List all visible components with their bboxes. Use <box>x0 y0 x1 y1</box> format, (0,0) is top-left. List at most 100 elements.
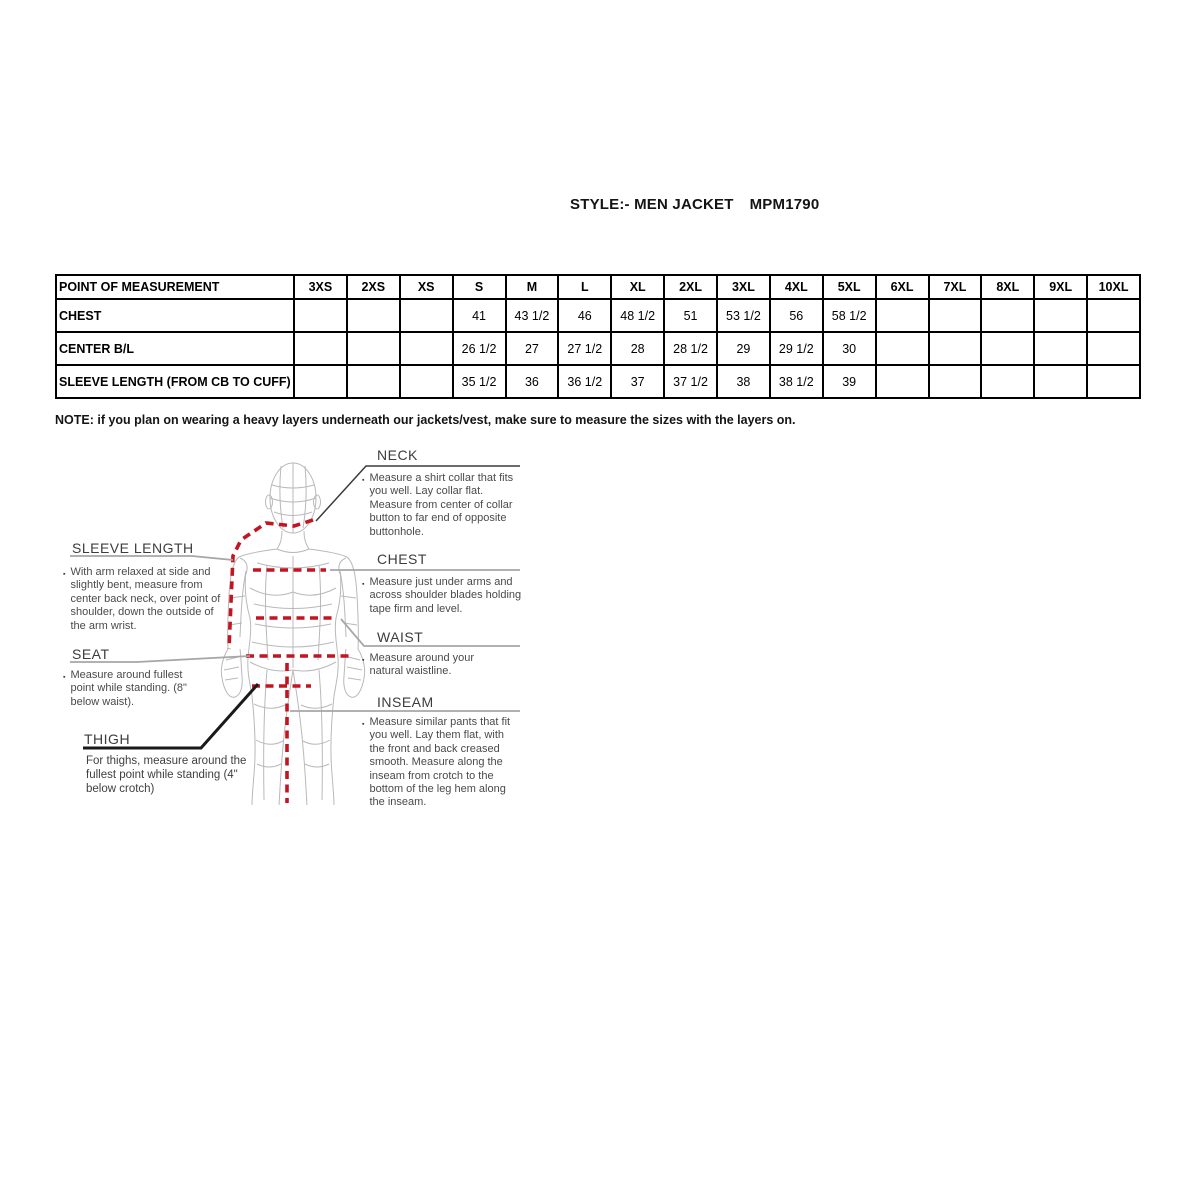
seat-label: SEAT <box>72 646 110 662</box>
table-row: CHEST 41 43 1/2 46 48 1/2 51 53 1/2 56 58 1/2 <box>55 298 1141 333</box>
size-value-cell: 38 1/2 <box>768 364 824 399</box>
size-column-header: XL <box>610 274 666 300</box>
row-label: CHEST <box>55 298 295 333</box>
row-label: SLEEVE LENGTH (FROM CB TO CUFF) <box>55 364 295 399</box>
size-chart: POINT OF MEASUREMENT 3XS 2XS XS S M L XL 2XL 3XL 4… <box>55 274 1141 399</box>
size-value-cell <box>345 364 401 399</box>
size-column-header: L <box>557 274 613 300</box>
size-column-header: M <box>504 274 560 300</box>
size-value-cell <box>345 298 401 333</box>
size-value-cell: 27 1/2 <box>557 331 613 366</box>
size-column-header: 9XL <box>1033 274 1089 300</box>
size-value-cell <box>1033 364 1089 399</box>
size-column-header: 3XL <box>716 274 771 300</box>
size-value-cell: 58 1/2 <box>821 298 877 333</box>
size-chart-table: POINT OF MEASUREMENT 3XS 2XS XS S M L XL 2XL 3XL 4… <box>55 274 1141 399</box>
leader-lines <box>70 465 520 750</box>
size-value-cell: 51 <box>663 298 718 333</box>
table-row: SLEEVE LENGTH (FROM CB TO CUFF) 35 1/2 36 3… <box>55 364 1141 399</box>
bullet-icon: ▪ <box>362 477 365 484</box>
sleeve-length-label: SLEEVE LENGTH <box>72 540 194 556</box>
sleeve-length-description: ▪ With arm relaxed at side and slightly … <box>63 566 221 632</box>
size-value-cell: 43 1/2 <box>504 298 560 333</box>
waist-label: WAIST <box>377 629 424 645</box>
seat-leader-line <box>70 655 251 663</box>
size-value-cell <box>293 298 348 333</box>
waist-leader-line <box>340 618 520 647</box>
row-label: CENTER B/L <box>55 331 295 366</box>
measurement-dash-lines <box>227 518 349 803</box>
size-value-cell: 46 <box>557 298 613 333</box>
size-column-header: 4XL <box>768 274 824 300</box>
size-value-cell: 28 <box>610 331 666 366</box>
bullet-icon: ▪ <box>362 657 365 664</box>
page-title: STYLE:- MEN JACKET MPM1790 <box>570 196 819 213</box>
size-value-cell: 36 <box>504 364 560 399</box>
size-value-cell <box>980 331 1036 366</box>
chest-label: CHEST <box>377 551 427 567</box>
size-value-cell <box>398 298 454 333</box>
size-column-header: 2XS <box>345 274 401 300</box>
size-column-header: 7XL <box>927 274 983 300</box>
sleeve-length-dash-line <box>227 518 314 650</box>
size-value-cell: 28 1/2 <box>663 331 718 366</box>
bullet-icon: ▪ <box>63 571 66 578</box>
size-value-cell: 37 1/2 <box>663 364 718 399</box>
size-value-cell <box>927 331 983 366</box>
size-value-cell: 41 <box>451 298 507 333</box>
size-value-cell <box>1086 298 1141 333</box>
size-value-cell <box>874 364 930 399</box>
size-value-cell <box>1033 298 1089 333</box>
size-column-header: 2XL <box>663 274 718 300</box>
thigh-description: For thighs, measure around the fullest p… <box>86 755 247 795</box>
bullet-icon: ▪ <box>362 581 365 588</box>
size-value-cell <box>927 298 983 333</box>
page-bottom-mask <box>0 805 1200 1200</box>
corner-header: POINT OF MEASUREMENT <box>55 274 295 300</box>
size-value-cell <box>874 331 930 366</box>
style-code: MPM1790 <box>749 196 820 213</box>
size-column-header: 6XL <box>874 274 930 300</box>
size-value-cell: 30 <box>821 331 877 366</box>
size-value-cell: 29 1/2 <box>768 331 824 366</box>
size-value-cell: 38 <box>716 364 771 399</box>
bullet-icon: ▪ <box>63 674 66 681</box>
size-column-header: 3XS <box>293 274 348 300</box>
size-value-cell: 27 <box>504 331 560 366</box>
size-value-cell <box>980 298 1036 333</box>
neck-description: ▪ Measure a shirt collar that fits you w… <box>362 472 514 538</box>
size-column-header: 5XL <box>821 274 877 300</box>
inseam-label: INSEAM <box>377 694 434 710</box>
sleeve-length-leader-line <box>70 555 234 561</box>
size-column-header: XS <box>398 274 454 300</box>
size-value-cell: 29 <box>716 331 771 366</box>
size-value-cell <box>874 298 930 333</box>
size-value-cell <box>398 331 454 366</box>
thigh-leader-line <box>83 683 260 750</box>
size-value-cell <box>1033 331 1089 366</box>
seat-description: ▪ Measure around fullest point while sta… <box>63 669 187 708</box>
thigh-label: THIGH <box>84 731 131 747</box>
size-value-cell: 26 1/2 <box>451 331 507 366</box>
size-value-cell <box>398 364 454 399</box>
size-column-header: 8XL <box>980 274 1036 300</box>
note-text: NOTE: if you plan on wearing a heavy lay… <box>55 413 796 427</box>
size-value-cell: 53 1/2 <box>716 298 771 333</box>
inseam-description: ▪ Measure similar pants that fit you wel… <box>362 716 511 809</box>
neck-leader-line <box>315 465 520 522</box>
size-value-cell: 36 1/2 <box>557 364 613 399</box>
size-value-cell: 39 <box>821 364 877 399</box>
size-value-cell: 37 <box>610 364 666 399</box>
size-column-header: 10XL <box>1086 274 1141 300</box>
size-value-cell: 35 1/2 <box>451 364 507 399</box>
size-value-cell: 48 1/2 <box>610 298 666 333</box>
size-value-cell: 56 <box>768 298 824 333</box>
size-column-header: S <box>451 274 507 300</box>
bullet-icon: ▪ <box>362 721 365 728</box>
size-value-cell <box>345 331 401 366</box>
measurement-diagram <box>70 462 520 807</box>
neck-label: NECK <box>377 447 418 463</box>
size-value-cell <box>1086 364 1141 399</box>
size-value-cell <box>980 364 1036 399</box>
size-value-cell <box>1086 331 1141 366</box>
